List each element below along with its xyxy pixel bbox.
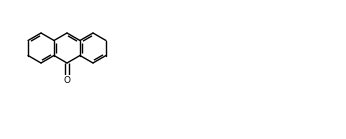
Text: O: O bbox=[64, 76, 71, 85]
